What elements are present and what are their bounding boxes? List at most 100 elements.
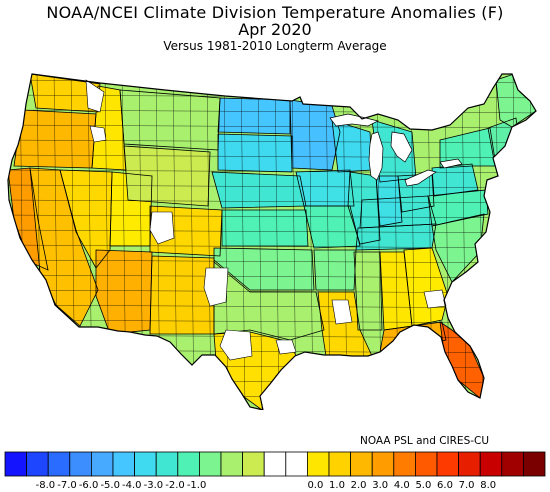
state-border (495, 74, 536, 128)
legend-color-box (47, 451, 71, 477)
region-wyoming (124, 146, 210, 206)
legend-color-box (177, 451, 200, 477)
division-line (189, 74, 195, 410)
legend-color-box (458, 451, 481, 477)
state-border (427, 189, 489, 227)
legend-color-box (328, 451, 352, 477)
division-line (8, 139, 536, 144)
state-border (431, 213, 485, 283)
anomaly-fill-layer (8, 74, 536, 410)
state-border (439, 127, 497, 169)
legend-tick-label: 7.0 (459, 480, 475, 491)
legend-color-box (155, 451, 179, 477)
state-border (221, 209, 309, 247)
region-montana (120, 90, 220, 150)
division-line (8, 394, 536, 399)
lake-michigan (368, 131, 384, 181)
region-wisconsin (332, 120, 372, 172)
division-line (342, 74, 348, 410)
lake-erie (404, 169, 437, 187)
legend-tick-label: -7.0 (57, 480, 77, 491)
division-line (8, 244, 536, 249)
state-border (313, 249, 357, 291)
state-border (149, 205, 223, 257)
state-border (379, 321, 447, 353)
legend-tick-label: -1.0 (187, 480, 207, 491)
region-minnesota (290, 100, 340, 170)
no-data-regions (85, 79, 447, 361)
legend-tick-label: 1.0 (329, 480, 345, 491)
map-period: Apr 2020 (238, 20, 312, 39)
legend-tick-label: 5.0 (415, 480, 431, 491)
region-nevada (60, 170, 112, 268)
division-line (8, 124, 536, 129)
legend-color-boxes (4, 451, 546, 477)
division-line (206, 74, 212, 410)
legend-tick-labels: -8.0 -7.0 -6.0 -5.0 -4.0 -3.0 -2.0 -1.0 0.0 1.0 2.… (36, 480, 497, 491)
state-border (359, 195, 437, 229)
map-title: NOAA/NCEI Climate Division Temperature A… (46, 3, 504, 22)
region-mississippi (354, 252, 382, 330)
legend-color-box (220, 451, 244, 477)
region-kansas (222, 210, 308, 246)
region-new-york (440, 128, 496, 168)
state-border (123, 145, 211, 207)
legend-tick-label: -2.0 (165, 480, 185, 491)
legend-tick-label: -6.0 (79, 480, 99, 491)
legend-color-box (479, 451, 503, 477)
legend-color-box (134, 451, 157, 477)
legend-color-box (523, 451, 546, 477)
great-lakes (329, 113, 463, 187)
lake-superior (329, 113, 380, 127)
legend-color-box (91, 451, 114, 477)
legend-tick-label: 2.0 (351, 480, 367, 491)
legend-tick-label: -5.0 (100, 480, 120, 491)
region-new-mexico (150, 256, 214, 334)
division-line (8, 229, 536, 234)
legend-color-box (112, 451, 136, 477)
legend-tick-label: 4.0 (394, 480, 410, 491)
region-washington (30, 74, 100, 112)
legend-color-box (371, 451, 395, 477)
division-line (8, 154, 536, 159)
region-nebraska (212, 172, 306, 208)
division-line (359, 74, 365, 410)
region-carolinas (432, 214, 484, 282)
state-border (213, 247, 315, 291)
legend-color-box (4, 451, 28, 477)
legend-color-box (198, 451, 222, 477)
state-border (353, 251, 383, 331)
region-north-dakota (218, 98, 290, 134)
region-alabama (380, 252, 412, 330)
state-border (29, 74, 101, 113)
region-missouri (304, 206, 360, 248)
legend-tick-label: -3.0 (144, 480, 164, 491)
legend-tick-label: 0.0 (307, 480, 323, 491)
division-line (8, 199, 536, 204)
state-border (303, 205, 361, 249)
region-indiana (376, 176, 402, 226)
legend-tick-label: -4.0 (122, 480, 142, 491)
legend-tick-label: 6.0 (437, 480, 453, 491)
state-border (59, 169, 113, 269)
region-maine (496, 74, 536, 127)
state-border (217, 133, 293, 173)
region-california-interior (30, 168, 98, 326)
legend-color-box (69, 451, 92, 477)
state-borders (8, 74, 536, 410)
state-border (295, 169, 355, 207)
legend-color-box (414, 451, 438, 477)
region-oklahoma (214, 248, 314, 290)
region-pennsylvania (432, 164, 478, 196)
legend-color-box (501, 451, 524, 477)
legend-tick-label: 3.0 (372, 480, 388, 491)
map-subtitle: Versus 1981-2010 Longterm Average (163, 39, 387, 53)
lake-huron (390, 131, 413, 163)
credit-label: NOAA PSL and CIRES-CU (360, 435, 490, 447)
us-temperature-anomaly-map (7, 73, 537, 410)
legend-color-box (242, 451, 265, 477)
division-line (8, 184, 536, 189)
legend-color-box (26, 451, 49, 477)
region-arizona (96, 250, 152, 334)
legend-color-box (350, 451, 373, 477)
